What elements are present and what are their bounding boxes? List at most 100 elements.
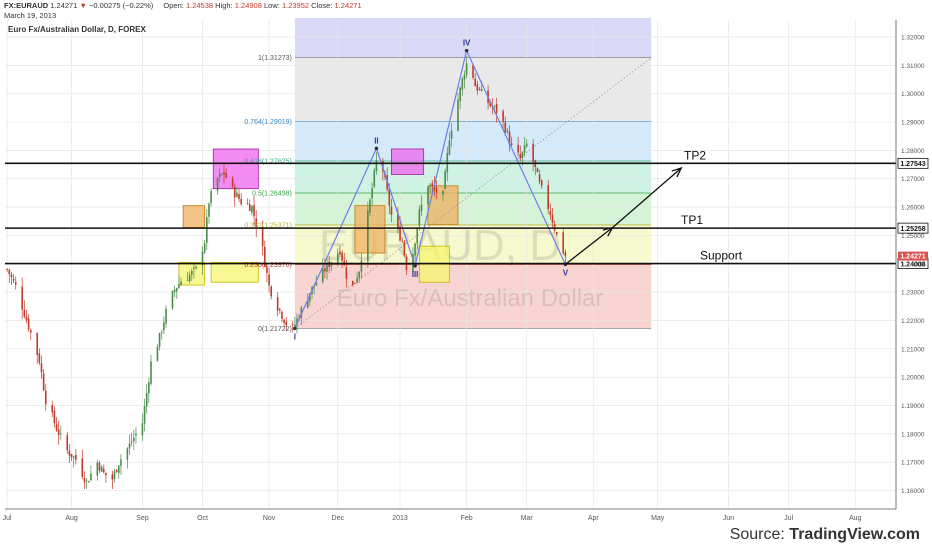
candle-body: [75, 454, 77, 460]
candle-body: [216, 178, 219, 191]
candle-body: [120, 459, 122, 466]
candle-body: [60, 433, 62, 434]
zone-magenta: [391, 148, 425, 175]
candle-body: [336, 253, 339, 265]
candle-body: [562, 232, 565, 254]
candle-body: [81, 458, 84, 477]
x-tick-label: Jul: [784, 515, 793, 522]
candle-body: [330, 262, 333, 267]
candle-body: [246, 203, 249, 205]
candle-body: [90, 473, 92, 480]
y-tick-label: 1.16000: [901, 488, 925, 495]
candle-body: [51, 405, 54, 413]
candle-body: [180, 281, 182, 286]
candle-body: [345, 267, 348, 279]
chart-area[interactable]: EURAUD, D Euro Fx/Australian Dollar 0(1.2…: [0, 16, 932, 528]
x-tick-label: Apr: [588, 515, 600, 522]
candle-body: [371, 188, 373, 199]
level-axis-label: 1.27543: [900, 161, 925, 168]
last-price-box: [898, 251, 928, 261]
candle-body: [493, 105, 496, 107]
candle-body: [223, 172, 225, 175]
zone-magenta: [212, 148, 259, 190]
y-tick-label: 1.30000: [901, 91, 925, 98]
candle-body: [38, 353, 41, 363]
candle-body: [489, 101, 492, 106]
candle-body: [358, 271, 361, 278]
candle-body: [160, 332, 163, 333]
candle-body: [102, 468, 105, 473]
candle-body: [532, 143, 534, 162]
candle-body: [195, 266, 197, 268]
x-tick-label: Sep: [136, 515, 149, 522]
candle-body: [163, 322, 165, 331]
candle-body: [403, 242, 406, 256]
candle-body: [508, 131, 511, 145]
candle-body: [399, 226, 401, 241]
candle-body: [506, 130, 509, 133]
x-tick-label: Jun: [723, 515, 734, 522]
candle-body: [296, 318, 298, 325]
candle-body: [315, 282, 318, 286]
candle-body: [218, 173, 221, 178]
x-tick-label: Dec: [332, 515, 345, 522]
candle-body: [341, 252, 343, 261]
last-price: 1.24271: [50, 1, 78, 10]
x-tick-label: 2013: [392, 515, 408, 522]
candle-body: [465, 63, 468, 75]
candle-body: [519, 153, 522, 159]
grid: [5, 20, 896, 509]
candle-body: [203, 243, 206, 253]
candle-body: [276, 297, 279, 311]
candle-body: [420, 204, 423, 211]
candle-body: [206, 217, 208, 243]
candle-body: [270, 286, 273, 297]
candle-body: [476, 84, 479, 91]
candle-body: [555, 232, 558, 235]
wave-point: [293, 326, 297, 331]
candle-body: [105, 472, 107, 476]
source-brand[interactable]: TradingView.com: [789, 526, 920, 543]
candle-body: [339, 251, 341, 255]
candle-body: [44, 390, 47, 405]
candle-body: [268, 274, 270, 286]
candle-body: [390, 206, 393, 215]
candle-body: [564, 252, 567, 257]
down-arrow-icon: ▼: [79, 1, 87, 10]
candle-body: [472, 65, 474, 78]
source-footer[interactable]: Source: TradingView.com: [730, 526, 920, 544]
candle-body: [27, 318, 30, 330]
candle-body: [457, 99, 459, 131]
candle-body: [83, 478, 86, 483]
candle-body: [171, 291, 174, 309]
candle-body: [354, 282, 356, 284]
candle-body: [266, 267, 268, 273]
x-tick-label: May: [651, 515, 665, 522]
last-price-label: 1.24271: [900, 254, 925, 261]
low-label: Low:: [264, 1, 280, 10]
candle-body: [135, 433, 137, 436]
candle-body: [25, 316, 28, 321]
open-value: 1.24538: [185, 1, 214, 10]
candle-body: [21, 286, 23, 310]
wave-label: IV: [463, 39, 471, 48]
candle-body: [156, 346, 159, 362]
y-tick-label: 1.18000: [901, 431, 925, 438]
candle-body: [201, 251, 204, 266]
candle-body: [150, 361, 152, 384]
candle-body: [190, 270, 193, 275]
candle-body: [326, 262, 328, 272]
candle-body: [510, 143, 513, 145]
y-tick-label: 1.31000: [901, 63, 925, 70]
candle-body: [448, 140, 451, 155]
fib-level-label: 0.236(1.23976): [244, 262, 291, 269]
x-tick-label: Aug: [849, 515, 862, 522]
candle-body: [225, 172, 227, 178]
candle-body: [233, 186, 236, 198]
candle-body: [480, 89, 483, 92]
candle-body: [178, 284, 180, 288]
candle-body: [158, 332, 161, 347]
y-tick-label: 1.19000: [901, 403, 925, 410]
